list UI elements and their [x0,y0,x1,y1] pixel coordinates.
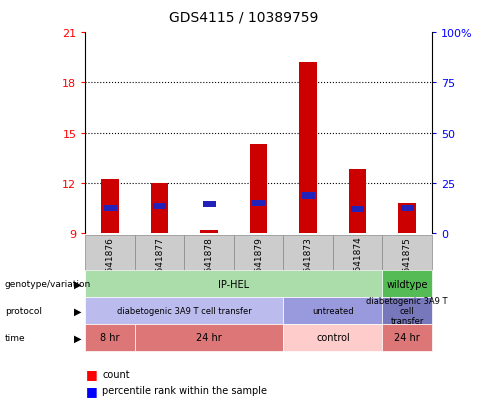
Text: 8 hr: 8 hr [101,332,120,343]
Text: ▶: ▶ [74,332,82,343]
Text: ▶: ▶ [74,306,82,316]
Text: 24 hr: 24 hr [196,332,222,343]
Bar [203,201,216,207]
Bar [351,206,364,212]
Text: untreated: untreated [312,306,354,315]
Text: wildtype: wildtype [386,279,428,289]
Bar [103,205,117,211]
Text: protocol: protocol [5,306,42,315]
Bar [252,200,265,206]
Bar [349,170,366,233]
Text: IP-HEL: IP-HEL [218,279,249,289]
Text: diabetogenic 3A9 T
cell
transfer: diabetogenic 3A9 T cell transfer [366,296,448,325]
Bar [153,204,166,210]
Bar [201,231,218,233]
Text: 24 hr: 24 hr [394,332,420,343]
Text: percentile rank within the sample: percentile rank within the sample [102,385,267,395]
Bar [250,145,267,233]
Bar [302,193,315,199]
Text: diabetogenic 3A9 T cell transfer: diabetogenic 3A9 T cell transfer [117,306,252,315]
Text: genotype/variation: genotype/variation [5,280,91,288]
Bar [401,205,414,211]
Text: GDS4115 / 10389759: GDS4115 / 10389759 [169,10,319,24]
Bar [151,183,168,233]
Text: count: count [102,369,130,379]
Text: ▶: ▶ [74,279,82,289]
Bar [300,63,317,233]
Text: ■: ■ [85,367,97,380]
Bar [399,203,416,233]
Text: control: control [316,332,350,343]
Text: ■: ■ [85,384,97,397]
Bar [102,180,119,233]
Text: time: time [5,333,25,342]
